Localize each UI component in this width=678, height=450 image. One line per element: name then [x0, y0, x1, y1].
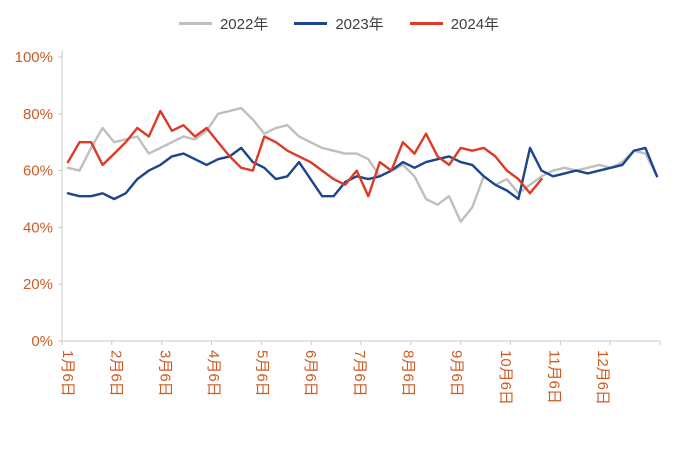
- y-tick-label: 60%: [23, 163, 53, 180]
- x-tick-label: 12月6日: [594, 350, 611, 405]
- legend-swatch-2023-icon: [294, 22, 328, 25]
- legend-item-2023: 2023年: [294, 13, 384, 34]
- x-tick-label: 2月6日: [108, 350, 125, 397]
- legend-label-2024: 2024年: [450, 16, 500, 33]
- x-tick-label: 3月6日: [156, 350, 173, 397]
- y-tick-label: 100%: [15, 49, 53, 66]
- y-tick-label: 20%: [23, 276, 53, 293]
- legend-label-2022: 2022年: [219, 16, 269, 33]
- series-line-2023: [66, 146, 659, 201]
- y-tick-label: 0%: [31, 333, 53, 350]
- x-tick-label: 5月6日: [254, 350, 271, 397]
- series-line-2022: [66, 106, 659, 223]
- x-tick-label: 9月6日: [448, 350, 465, 397]
- x-tick-label: 8月6日: [399, 350, 416, 397]
- legend-item-2022: 2022年: [178, 13, 269, 34]
- x-tick-label: 1月6日: [59, 350, 76, 397]
- y-tick-label: 80%: [23, 106, 53, 123]
- x-tick-label: 11月6日: [545, 350, 562, 404]
- legend-label-2023: 2023年: [335, 16, 384, 33]
- chart-legend: 2022年 2023年 2024年: [0, 13, 678, 34]
- y-tick-label: 40%: [23, 219, 53, 236]
- x-tick-label: 6月6日: [302, 350, 319, 397]
- x-tick-label: 4月6日: [205, 350, 222, 397]
- legend-item-2024: 2024年: [409, 13, 500, 34]
- legend-swatch-2022-icon: [178, 22, 212, 25]
- x-tick-label: 7月6日: [351, 350, 368, 397]
- x-tick-label: 10月6日: [497, 350, 514, 405]
- series-line-2024: [66, 109, 543, 198]
- legend-swatch-2024-icon: [409, 22, 443, 25]
